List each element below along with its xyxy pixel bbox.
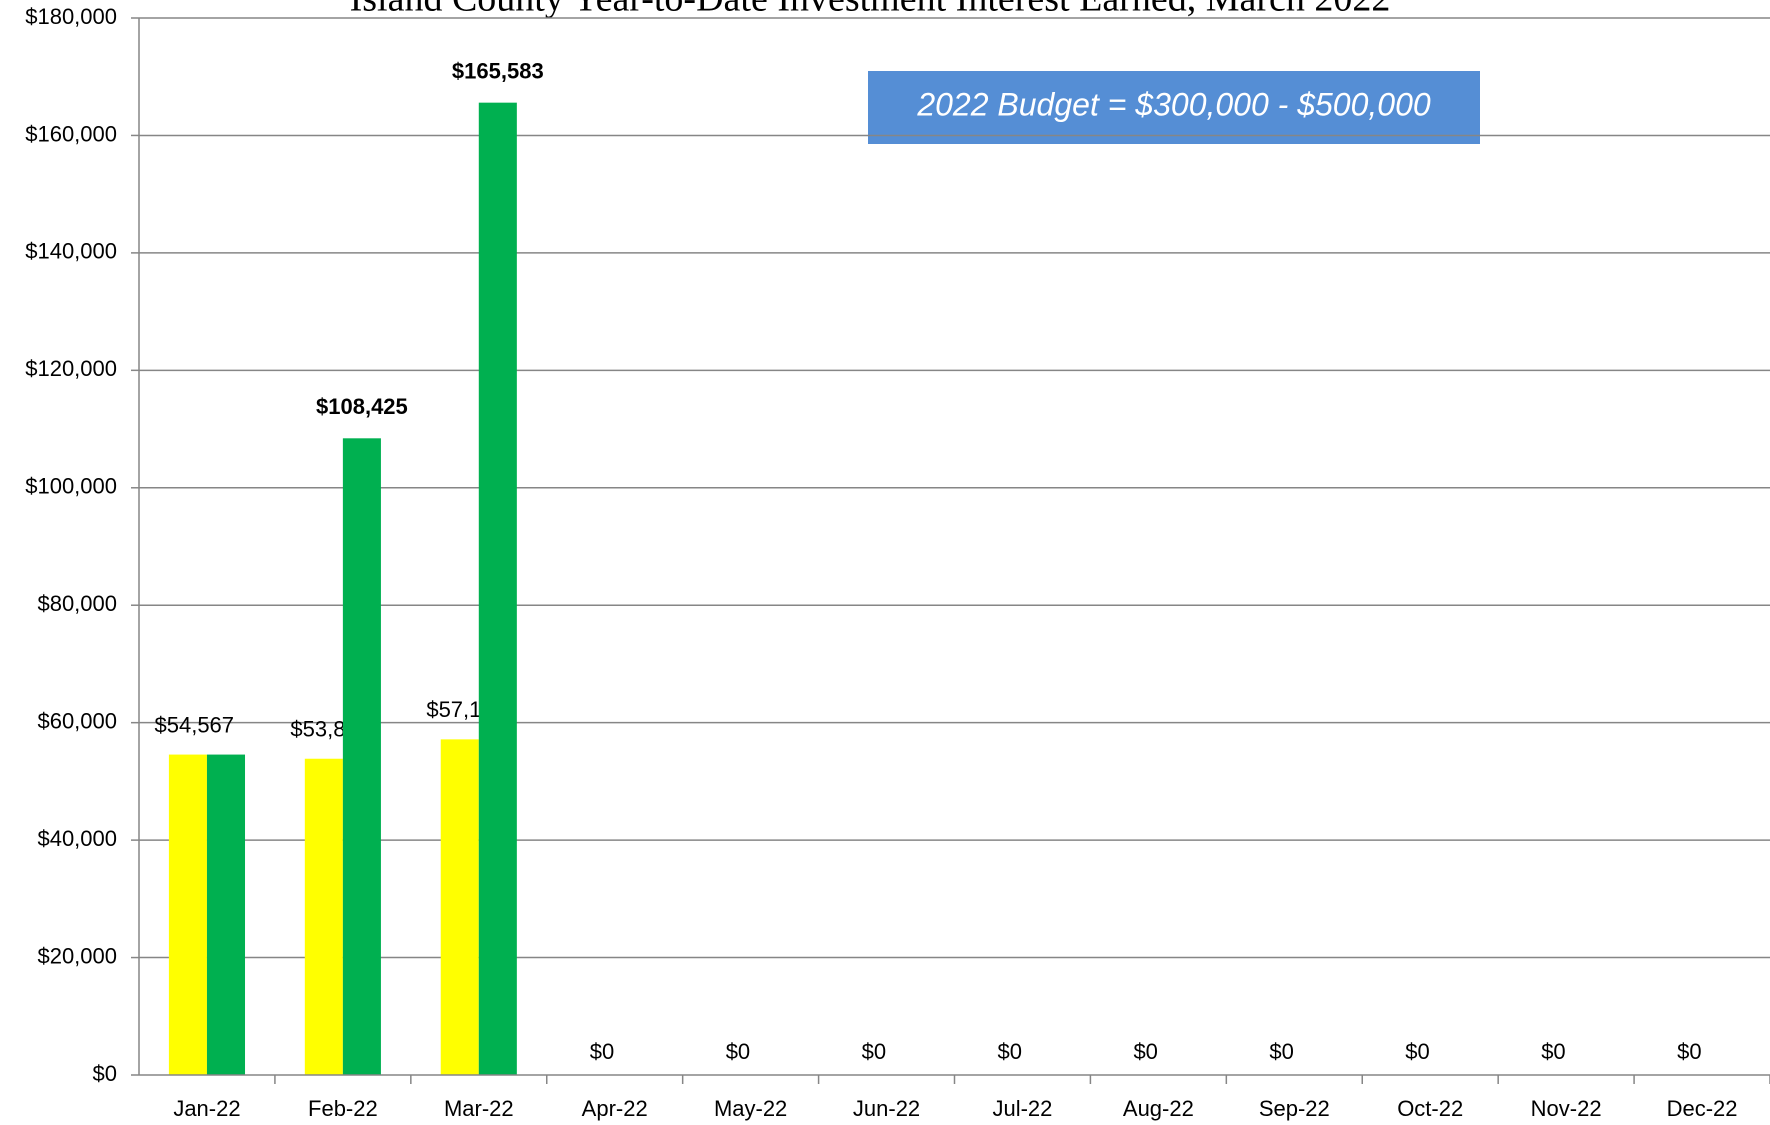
bar bbox=[478, 102, 517, 1075]
data-label: $0 bbox=[1541, 1039, 1565, 1064]
y-tick-label: $160,000 bbox=[25, 121, 117, 146]
data-label: $0 bbox=[590, 1039, 614, 1064]
data-label: $165,583 bbox=[452, 58, 544, 83]
data-label: $0 bbox=[862, 1039, 886, 1064]
annotation: 2022 Budget = $300,000 - $500,000 bbox=[916, 86, 1431, 122]
data-label: $108,425 bbox=[316, 394, 408, 419]
bar bbox=[342, 438, 381, 1075]
y-tick-label: $40,000 bbox=[37, 826, 117, 851]
x-tick-label: Dec-22 bbox=[1667, 1096, 1738, 1121]
data-label: $0 bbox=[998, 1039, 1022, 1064]
bar bbox=[440, 739, 479, 1075]
y-tick-label: $20,000 bbox=[37, 943, 117, 968]
data-label: $0 bbox=[726, 1039, 750, 1064]
x-tick-label: Feb-22 bbox=[308, 1096, 378, 1121]
y-tick-label: $80,000 bbox=[37, 591, 117, 616]
y-tick-label: $140,000 bbox=[25, 239, 117, 264]
bar bbox=[206, 754, 246, 1075]
x-tick-label: Nov-22 bbox=[1531, 1096, 1602, 1121]
data-label: $0 bbox=[1269, 1039, 1293, 1064]
annotation-box bbox=[868, 71, 1480, 144]
x-tick-label: Jul-22 bbox=[992, 1096, 1052, 1121]
x-tick-label: Mar-22 bbox=[444, 1096, 514, 1121]
y-tick-label: $60,000 bbox=[37, 708, 117, 733]
x-tick-label: May-22 bbox=[714, 1096, 787, 1121]
y-tick-label: $0 bbox=[93, 1061, 117, 1086]
y-tick-label: $100,000 bbox=[25, 474, 117, 499]
chart-title: Island County Year-to-Date Investment In… bbox=[350, 0, 1391, 20]
y-tick-label: $120,000 bbox=[25, 356, 117, 381]
x-tick-label: Apr-22 bbox=[582, 1096, 648, 1121]
bar bbox=[168, 754, 207, 1075]
x-tick-label: Jan-22 bbox=[173, 1096, 240, 1121]
x-tick-label: Oct-22 bbox=[1397, 1096, 1463, 1121]
data-label: $0 bbox=[1677, 1039, 1701, 1064]
data-label: $0 bbox=[1133, 1039, 1157, 1064]
x-tick-label: Aug-22 bbox=[1123, 1096, 1194, 1121]
data-label: $0 bbox=[1405, 1039, 1429, 1064]
data-label: $54,567 bbox=[155, 712, 235, 737]
x-tick-label: Sep-22 bbox=[1259, 1096, 1330, 1121]
x-tick-label: Jun-22 bbox=[853, 1096, 920, 1121]
y-tick-label: $180,000 bbox=[25, 4, 117, 29]
bar bbox=[304, 758, 343, 1075]
